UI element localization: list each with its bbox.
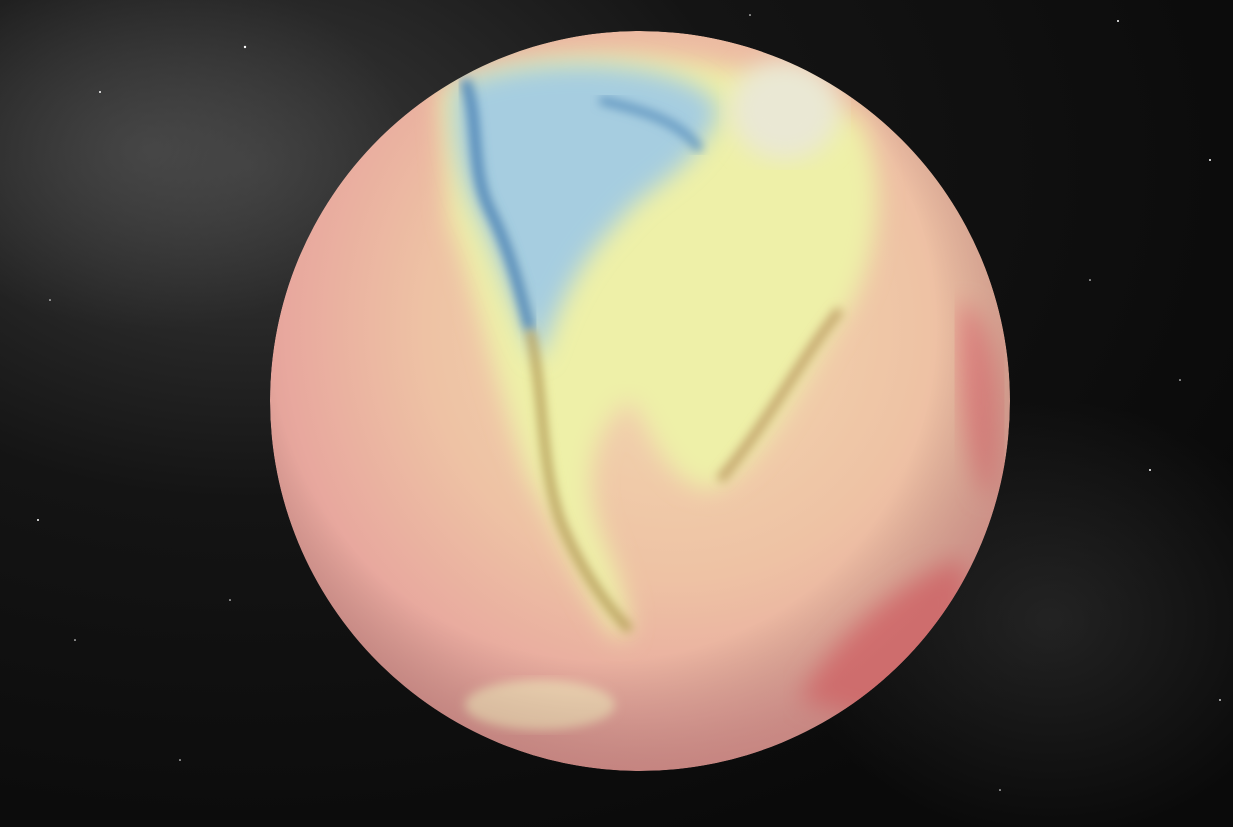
globe-shading (270, 31, 1010, 771)
stars (37, 14, 1221, 791)
globe (270, 31, 1010, 771)
